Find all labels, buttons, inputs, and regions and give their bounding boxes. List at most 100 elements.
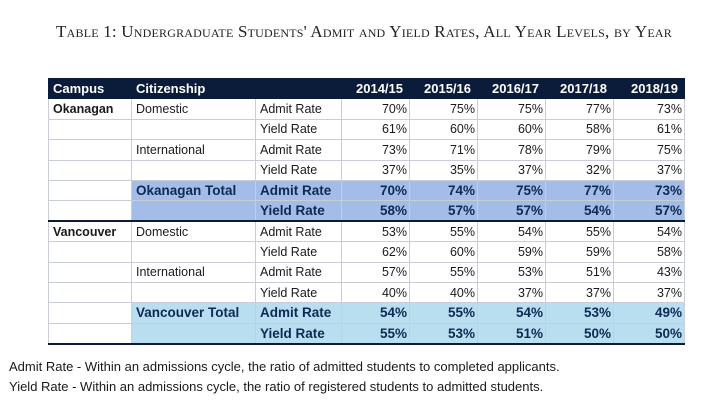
value-cell: 60%: [409, 118, 478, 141]
table-row: International Admit Rate 73% 71% 78% 79%…: [48, 139, 685, 161]
value-cell: 73%: [341, 139, 410, 161]
value-cell: 73%: [613, 98, 685, 120]
value-cell: 55%: [545, 220, 614, 243]
vancouver-total-row: Yield Rate 55% 53% 51% 50% 50%: [48, 322, 685, 345]
header-cell: Campus: [48, 77, 132, 100]
campus-cell: Okanagan: [48, 98, 132, 120]
campus-cell: [48, 302, 132, 324]
value-cell: 71%: [409, 139, 478, 161]
total-label-cell: [131, 200, 256, 222]
okanagan-total-row: Yield Rate 58% 57% 57% 54% 57%: [48, 200, 685, 222]
value-cell: 37%: [613, 159, 685, 181]
campus-cell: [48, 139, 132, 161]
value-cell: 51%: [477, 322, 546, 345]
citizenship-cell: [131, 281, 256, 304]
citizenship-cell: [131, 118, 256, 141]
table-row: Yield Rate 37% 35% 37% 32% 37%: [48, 159, 685, 181]
value-cell: 57%: [341, 261, 410, 283]
value-cell: 54%: [341, 302, 410, 324]
value-cell: 75%: [613, 139, 685, 161]
value-cell: 77%: [545, 98, 614, 120]
value-cell: 55%: [409, 220, 478, 243]
value-cell: 74%: [409, 179, 478, 202]
rates-table: Campus Citizenship 2014/15 2015/16 2016/…: [48, 77, 685, 345]
value-cell: 50%: [613, 322, 685, 345]
table-row: Vancouver Domestic Admit Rate 53% 55% 54…: [48, 220, 685, 243]
value-cell: 55%: [409, 261, 478, 283]
value-cell: 32%: [545, 159, 614, 181]
header-cell: 2018/19: [613, 77, 685, 100]
total-label-cell: Okanagan Total: [131, 179, 256, 202]
value-cell: 57%: [613, 200, 685, 222]
value-cell: 61%: [341, 118, 410, 141]
campus-cell: [48, 261, 132, 283]
value-cell: 55%: [341, 322, 410, 345]
vancouver-total-row: Vancouver Total Admit Rate 54% 55% 54% 5…: [48, 302, 685, 324]
metric-cell: Yield Rate: [255, 281, 342, 304]
value-cell: 53%: [341, 220, 410, 243]
campus-cell: [48, 241, 132, 263]
citizenship-cell: [131, 159, 256, 181]
value-cell: 57%: [409, 200, 478, 222]
value-cell: 54%: [545, 200, 614, 222]
metric-cell: Yield Rate: [255, 159, 342, 181]
table-row: Okanagan Domestic Admit Rate 70% 75% 75%…: [48, 98, 685, 120]
metric-cell: Yield Rate: [255, 118, 342, 141]
citizenship-cell: Domestic: [131, 98, 256, 120]
citizenship-cell: Domestic: [131, 220, 256, 243]
value-cell: 61%: [613, 118, 685, 141]
yield-rate-footnote: Yield Rate - Within an admissions cycle,…: [9, 379, 544, 394]
value-cell: 50%: [545, 322, 614, 345]
value-cell: 37%: [477, 281, 546, 304]
table-row: International Admit Rate 57% 55% 53% 51%…: [48, 261, 685, 283]
header-row: Campus Citizenship 2014/15 2015/16 2016/…: [48, 77, 685, 100]
okanagan-total-row: Okanagan Total Admit Rate 70% 74% 75% 77…: [48, 179, 685, 202]
header-cell: Citizenship: [131, 77, 256, 100]
value-cell: 51%: [545, 261, 614, 283]
table-row: Yield Rate 61% 60% 60% 58% 61%: [48, 118, 685, 141]
value-cell: 58%: [545, 118, 614, 141]
metric-cell: Yield Rate: [255, 200, 342, 222]
header-cell: 2016/17: [477, 77, 546, 100]
header-cell: 2017/18: [545, 77, 614, 100]
value-cell: 40%: [341, 281, 410, 304]
campus-cell: [48, 200, 132, 222]
value-cell: 59%: [477, 241, 546, 263]
value-cell: 53%: [409, 322, 478, 345]
campus-cell: Vancouver: [48, 220, 132, 243]
value-cell: 58%: [341, 200, 410, 222]
value-cell: 37%: [477, 159, 546, 181]
value-cell: 79%: [545, 139, 614, 161]
header-cell: 2015/16: [409, 77, 478, 100]
table-row: Yield Rate 62% 60% 59% 59% 58%: [48, 241, 685, 263]
total-label-cell: Vancouver Total: [131, 302, 256, 324]
value-cell: 53%: [545, 302, 614, 324]
value-cell: 60%: [409, 241, 478, 263]
campus-cell: [48, 118, 132, 141]
value-cell: 49%: [613, 302, 685, 324]
table-row: Yield Rate 40% 40% 37% 37% 37%: [48, 281, 685, 304]
value-cell: 55%: [409, 302, 478, 324]
table-title: Table 1: Undergraduate Students' Admit a…: [56, 22, 672, 41]
citizenship-cell: International: [131, 261, 256, 283]
value-cell: 37%: [341, 159, 410, 181]
value-cell: 77%: [545, 179, 614, 202]
value-cell: 54%: [477, 302, 546, 324]
total-label-cell: [131, 322, 256, 345]
value-cell: 58%: [613, 241, 685, 263]
value-cell: 37%: [613, 281, 685, 304]
value-cell: 62%: [341, 241, 410, 263]
metric-cell: Yield Rate: [255, 322, 342, 345]
citizenship-cell: [131, 241, 256, 263]
metric-cell: Yield Rate: [255, 241, 342, 263]
value-cell: 60%: [477, 118, 546, 141]
header-cell: 2014/15: [341, 77, 410, 100]
metric-cell: Admit Rate: [255, 261, 342, 283]
metric-cell: Admit Rate: [255, 139, 342, 161]
campus-cell: [48, 281, 132, 304]
value-cell: 59%: [545, 241, 614, 263]
value-cell: 75%: [477, 179, 546, 202]
value-cell: 75%: [409, 98, 478, 120]
header-cell: [255, 77, 342, 100]
value-cell: 37%: [545, 281, 614, 304]
